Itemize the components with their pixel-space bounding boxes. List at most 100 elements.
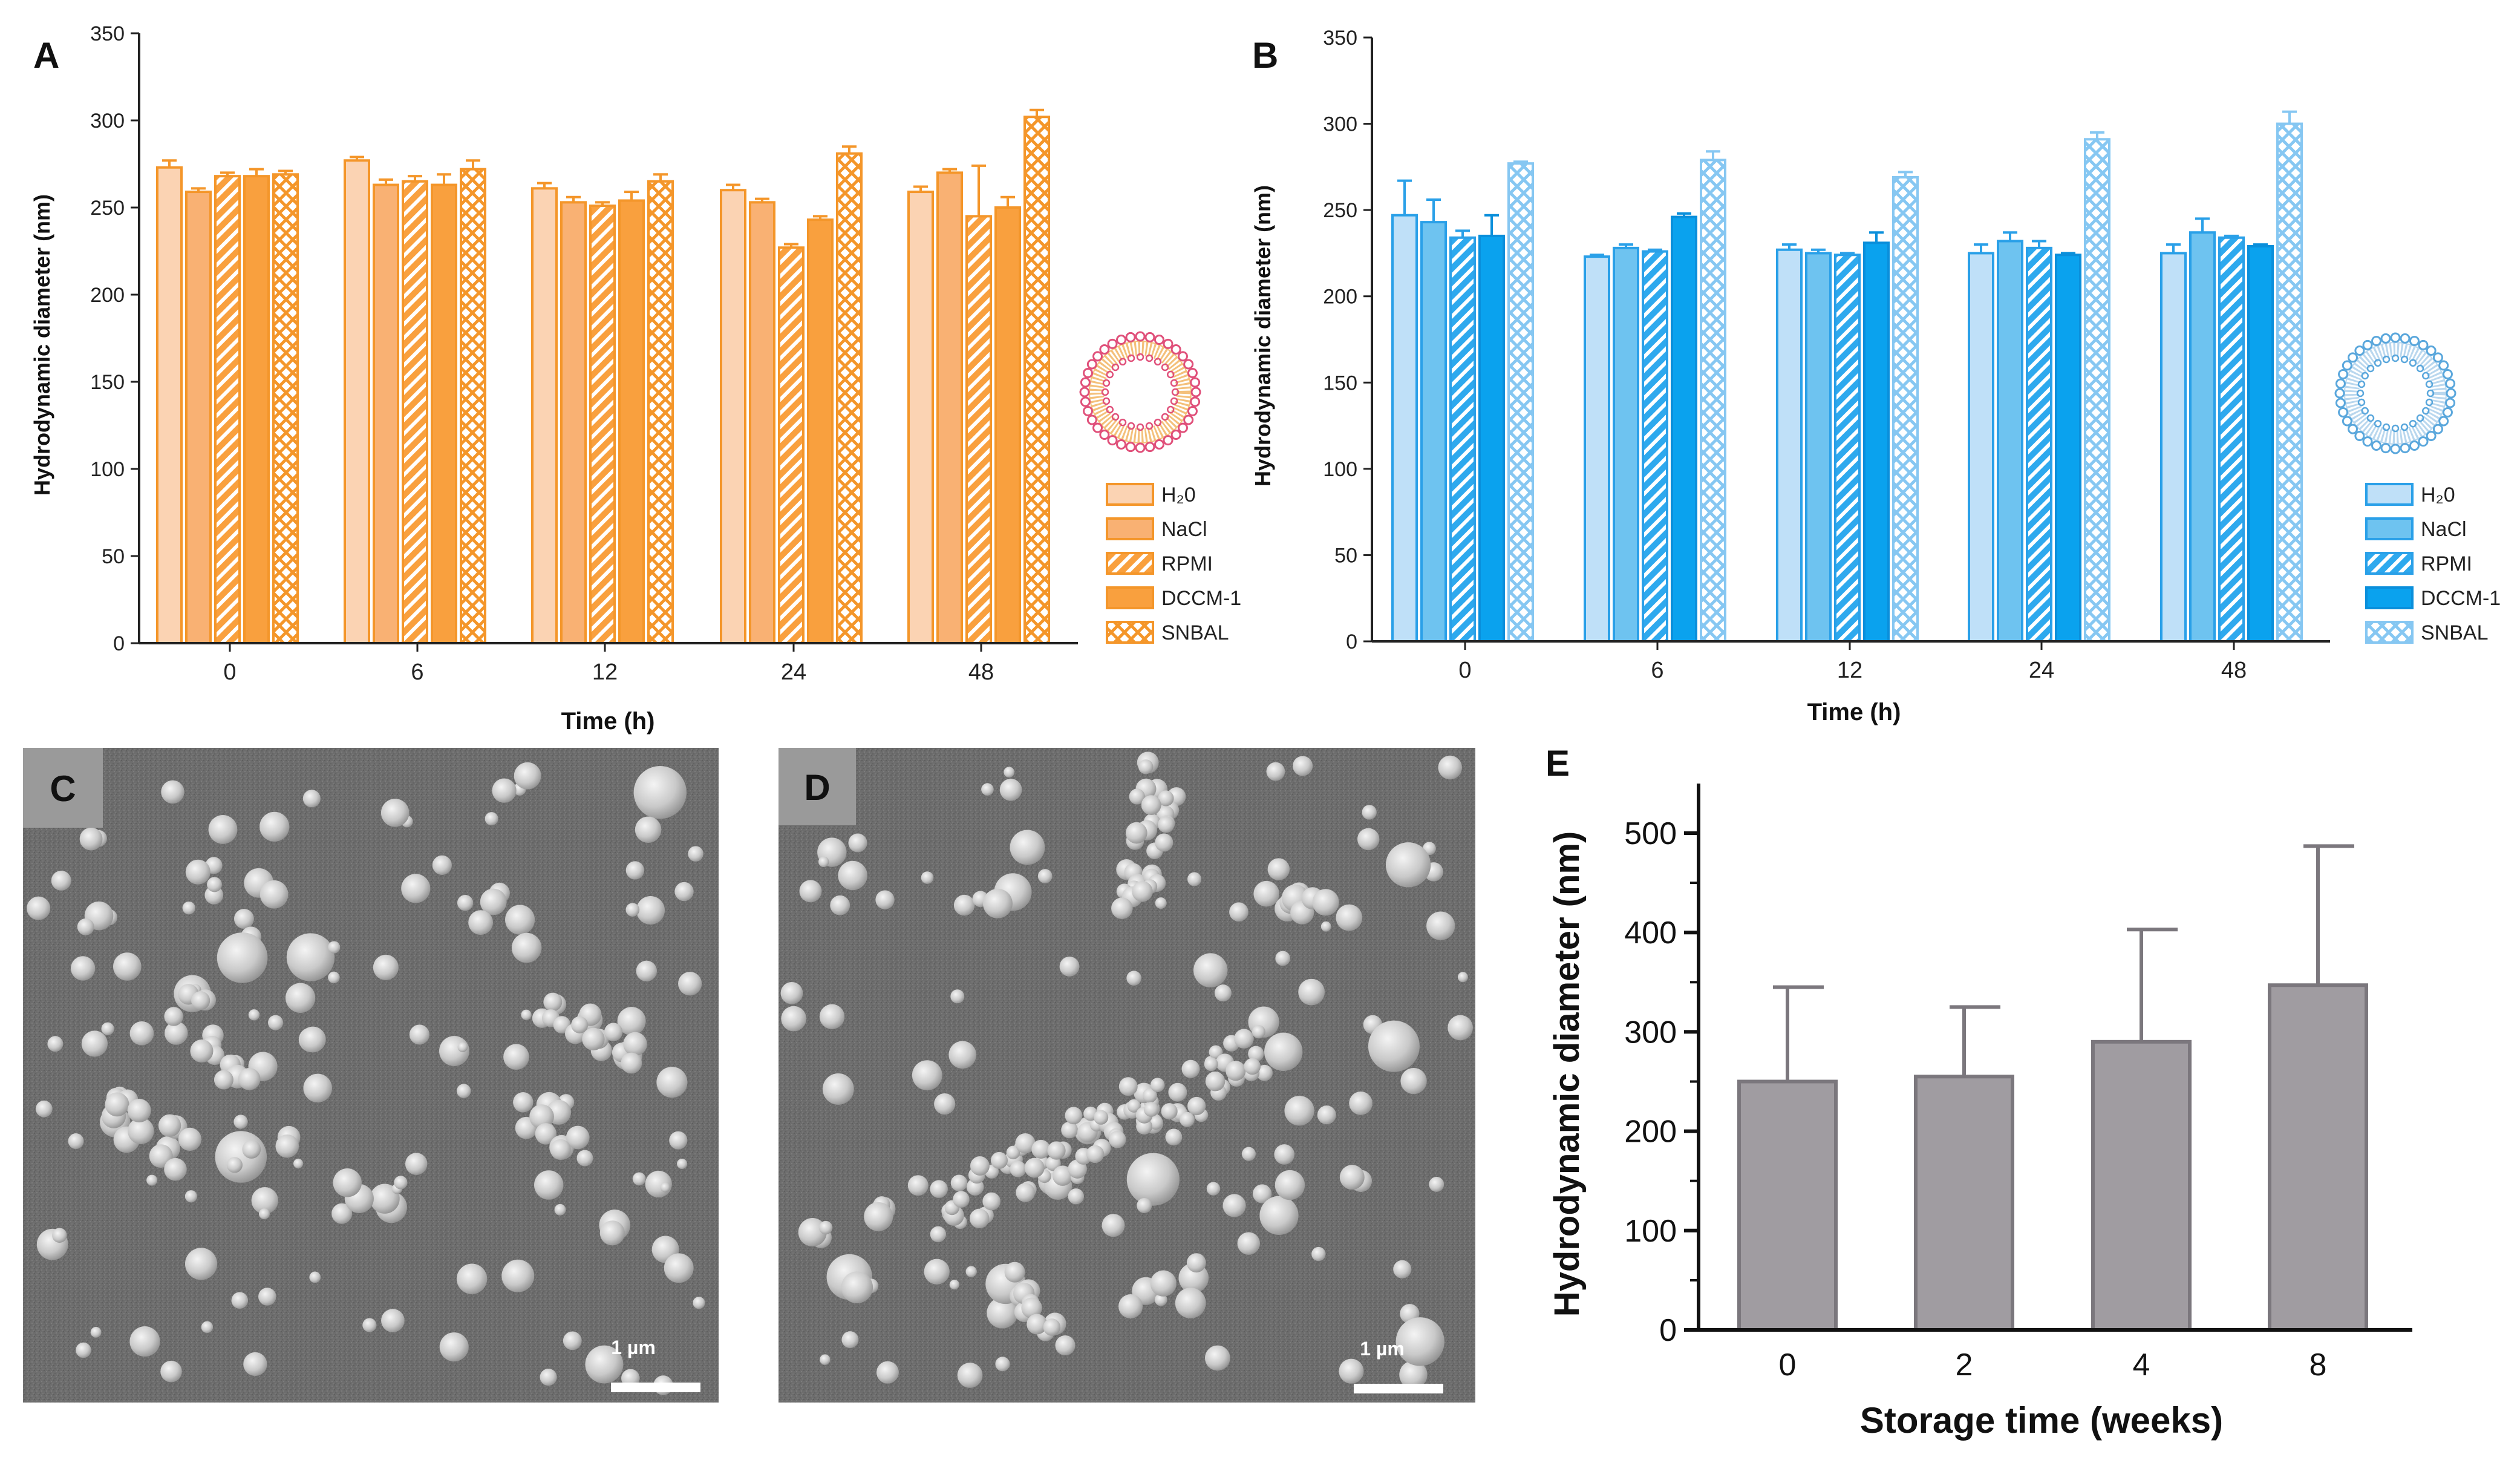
particle — [201, 1321, 214, 1334]
particle-cluster — [953, 1191, 970, 1208]
particle — [68, 1133, 84, 1150]
lipid-head — [1135, 442, 1146, 453]
particle — [1339, 1165, 1365, 1190]
lipid-head — [2390, 444, 2401, 454]
lipid-head-inner — [1166, 405, 1175, 414]
lipid-head — [2348, 424, 2358, 434]
lipid-head-inner — [1102, 379, 1111, 387]
particle — [432, 855, 452, 875]
particle — [1438, 755, 1462, 780]
lipid-head — [1116, 439, 1127, 450]
particle — [362, 1318, 377, 1332]
lipid-head — [2400, 333, 2411, 344]
particle — [1317, 1105, 1336, 1125]
lipid-head — [1163, 338, 1173, 349]
x-tick-label: 48 — [968, 660, 994, 685]
x-tick-label: 12 — [1837, 658, 1862, 683]
particle — [36, 1100, 53, 1118]
legend-label: DCCM-1 — [1161, 587, 1241, 610]
panel-a-legend: H₂0 NaCl RPMI DCCM-1 SNBAL — [1106, 483, 1241, 644]
panel-a-xlabel: Time (h) — [561, 708, 655, 735]
particle — [1298, 978, 1325, 1006]
lipid-head — [2426, 430, 2437, 441]
lipid-head — [1086, 359, 1097, 370]
lipid-head — [2335, 378, 2346, 389]
particle-cluster — [1204, 1057, 1218, 1072]
particle — [633, 766, 687, 819]
y-tick-label: 200 — [1323, 286, 1357, 309]
legend-label: NaCl — [2421, 518, 2467, 541]
legend-swatch — [2365, 552, 2414, 575]
particle — [1229, 902, 1249, 922]
bar-e-week-4 — [2091, 1039, 2192, 1332]
lipid-head — [1092, 422, 1103, 433]
particle — [101, 1022, 114, 1035]
bar-b-12-3 — [1863, 241, 1890, 643]
particle — [1448, 1015, 1473, 1041]
particle — [260, 811, 290, 842]
liposome-core — [1105, 356, 1176, 428]
particle-cluster — [543, 992, 563, 1012]
particle — [70, 956, 96, 981]
lipid-head-inner — [2426, 389, 2435, 398]
particle-cluster — [1129, 788, 1145, 805]
particle-cluster — [1132, 881, 1153, 902]
bar-b-12-4 — [1892, 175, 1919, 643]
particle — [165, 1021, 188, 1045]
particle-cluster — [191, 991, 211, 1010]
bar-b-0-1 — [1420, 221, 1447, 643]
particle-cluster — [214, 1070, 233, 1090]
particle-cluster — [1267, 858, 1290, 880]
particle — [243, 1352, 267, 1377]
panel-b-ylabel: Hydrodynamic diameter (nm) — [1250, 185, 1275, 486]
panel-b-bars — [1391, 110, 2303, 643]
particle — [456, 1084, 471, 1098]
bar-b-12-2 — [1834, 254, 1861, 643]
particle — [1068, 1188, 1085, 1205]
panel-letter-d: D — [804, 767, 830, 808]
particle-cluster — [1244, 1058, 1261, 1075]
bar-b-0-4 — [1507, 162, 1534, 643]
particle-cluster — [1055, 1335, 1076, 1356]
particle — [841, 1271, 873, 1303]
lipid-head-inner — [1106, 405, 1114, 414]
bar-a-0-2 — [214, 175, 241, 645]
particle — [1118, 1294, 1143, 1319]
particle — [781, 1006, 807, 1032]
lipid-head-inner — [1118, 358, 1127, 366]
bar-b-24-4 — [2084, 138, 2110, 643]
bar-b-6-0 — [1584, 255, 1610, 643]
particle-cluster — [1016, 1183, 1035, 1202]
particle — [635, 816, 662, 843]
lipid-head — [1183, 359, 1194, 370]
particle — [303, 1073, 332, 1103]
lipid-head — [1107, 338, 1118, 349]
particle — [1150, 1270, 1177, 1297]
particle — [1004, 767, 1015, 778]
particle-cluster — [1047, 1141, 1066, 1160]
particle — [1186, 1253, 1206, 1273]
particle — [677, 1158, 688, 1170]
particle — [302, 790, 321, 808]
lipid-head-inner — [2416, 414, 2424, 422]
y-tick-label: 0 — [1659, 1313, 1677, 1348]
bar-b-12-1 — [1805, 252, 1832, 643]
lipid-head — [2418, 436, 2429, 447]
particle — [841, 1331, 859, 1349]
particle — [1175, 1288, 1206, 1318]
particle — [480, 888, 507, 915]
x-tick-label: 6 — [1651, 658, 1663, 683]
particle-cluster — [1027, 1314, 1048, 1335]
y-tick-label: 50 — [102, 545, 125, 568]
lipid-head-inner — [2425, 380, 2433, 388]
lipid-head — [2380, 333, 2391, 344]
lipid-head-inner — [1145, 422, 1154, 430]
particle — [251, 1187, 278, 1214]
particle-cluster — [1161, 1103, 1178, 1120]
particle — [505, 905, 535, 935]
sem-image-c-background — [23, 748, 719, 1403]
particle-cluster — [1126, 822, 1147, 844]
sem-image-d-particles — [780, 751, 1473, 1389]
panel-e-axes: 0 2 4 8 0 100 200 300 400 500 — [1624, 784, 2412, 1383]
particle — [554, 1203, 566, 1216]
